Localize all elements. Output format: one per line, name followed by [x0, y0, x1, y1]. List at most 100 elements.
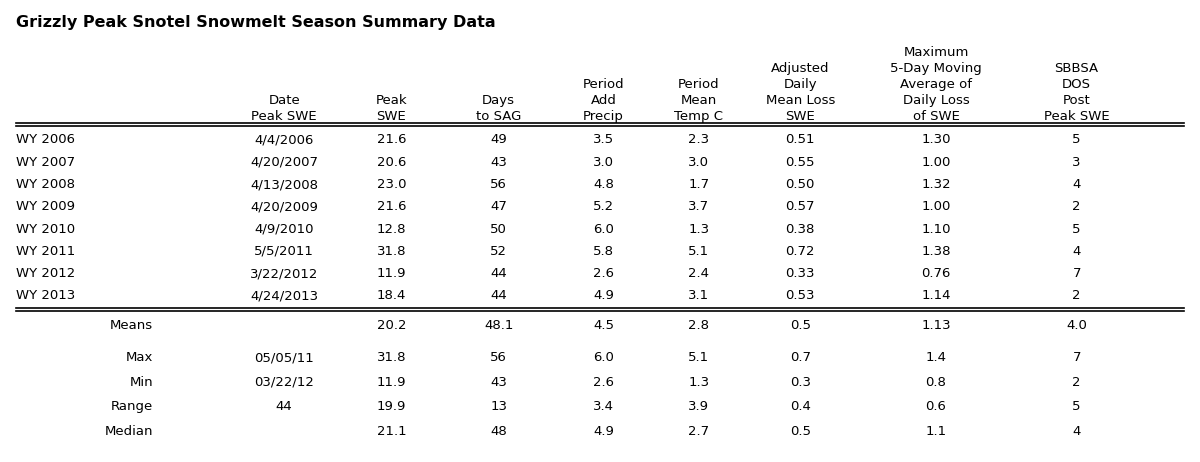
- Text: to SAG: to SAG: [476, 109, 521, 122]
- Text: Days: Days: [482, 94, 515, 107]
- Text: 5.2: 5.2: [593, 201, 614, 213]
- Text: 0.50: 0.50: [786, 178, 815, 191]
- Text: 3.9: 3.9: [689, 400, 709, 413]
- Text: WY 2006: WY 2006: [16, 134, 76, 146]
- Text: 1.13: 1.13: [922, 319, 950, 332]
- Text: 1.7: 1.7: [689, 178, 709, 191]
- Text: 3.4: 3.4: [593, 400, 614, 413]
- Text: 20.2: 20.2: [377, 319, 407, 332]
- Text: 4/24/2013: 4/24/2013: [250, 289, 318, 303]
- Text: 0.8: 0.8: [925, 376, 947, 389]
- Text: 11.9: 11.9: [377, 267, 407, 280]
- Text: 50: 50: [491, 223, 508, 236]
- Text: 2: 2: [1073, 289, 1081, 303]
- Text: 0.4: 0.4: [790, 400, 811, 413]
- Text: Mean Loss: Mean Loss: [766, 94, 835, 107]
- Text: 21.6: 21.6: [377, 134, 407, 146]
- Text: Peak: Peak: [376, 94, 407, 107]
- Text: 1.30: 1.30: [922, 134, 950, 146]
- Text: 0.3: 0.3: [790, 376, 811, 389]
- Text: 13: 13: [491, 400, 508, 413]
- Text: WY 2007: WY 2007: [16, 156, 76, 169]
- Text: 2.7: 2.7: [689, 425, 709, 438]
- Text: 12.8: 12.8: [377, 223, 407, 236]
- Text: 5/5/2011: 5/5/2011: [254, 245, 314, 258]
- Text: 1.10: 1.10: [922, 223, 950, 236]
- Text: 44: 44: [276, 400, 293, 413]
- Text: of SWE: of SWE: [913, 109, 960, 122]
- Text: SBBSA: SBBSA: [1055, 62, 1099, 75]
- Text: 4.9: 4.9: [593, 425, 614, 438]
- Text: 2: 2: [1073, 376, 1081, 389]
- Text: 1.14: 1.14: [922, 289, 950, 303]
- Text: 0.72: 0.72: [786, 245, 815, 258]
- Text: 1.4: 1.4: [925, 352, 947, 365]
- Text: 5: 5: [1073, 134, 1081, 146]
- Text: Daily: Daily: [784, 78, 817, 91]
- Text: Period: Period: [678, 78, 720, 91]
- Text: Grizzly Peak Snotel Snowmelt Season Summary Data: Grizzly Peak Snotel Snowmelt Season Summ…: [16, 15, 496, 30]
- Text: 3/22/2012: 3/22/2012: [250, 267, 318, 280]
- Text: WY 2011: WY 2011: [16, 245, 76, 258]
- Text: 0.51: 0.51: [786, 134, 815, 146]
- Text: 05/05/11: 05/05/11: [254, 352, 314, 365]
- Text: Daily Loss: Daily Loss: [902, 94, 970, 107]
- Text: 56: 56: [491, 352, 508, 365]
- Text: WY 2009: WY 2009: [16, 201, 76, 213]
- Text: 5.8: 5.8: [593, 245, 614, 258]
- Text: 4/20/2007: 4/20/2007: [251, 156, 318, 169]
- Text: 0.53: 0.53: [786, 289, 815, 303]
- Text: 6.0: 6.0: [593, 352, 614, 365]
- Text: 0.38: 0.38: [786, 223, 815, 236]
- Text: Mean: Mean: [680, 94, 718, 107]
- Text: Means: Means: [110, 319, 154, 332]
- Text: 43: 43: [491, 376, 508, 389]
- Text: 56: 56: [491, 178, 508, 191]
- Text: 2.6: 2.6: [593, 267, 614, 280]
- Text: 0.7: 0.7: [790, 352, 811, 365]
- Text: 1.3: 1.3: [689, 376, 709, 389]
- Text: Adjusted: Adjusted: [770, 62, 829, 75]
- Text: Max: Max: [126, 352, 154, 365]
- Text: 3.0: 3.0: [593, 156, 614, 169]
- Text: 21.6: 21.6: [377, 201, 407, 213]
- Text: 1.38: 1.38: [922, 245, 950, 258]
- Text: 44: 44: [491, 289, 508, 303]
- Text: 5: 5: [1073, 223, 1081, 236]
- Text: 43: 43: [491, 156, 508, 169]
- Text: 44: 44: [491, 267, 508, 280]
- Text: WY 2010: WY 2010: [16, 223, 76, 236]
- Text: WY 2008: WY 2008: [16, 178, 76, 191]
- Text: Date: Date: [269, 94, 300, 107]
- Text: 0.55: 0.55: [786, 156, 815, 169]
- Text: 0.5: 0.5: [790, 319, 811, 332]
- Text: 31.8: 31.8: [377, 352, 407, 365]
- Text: SWE: SWE: [377, 109, 407, 122]
- Text: 20.6: 20.6: [377, 156, 406, 169]
- Text: DOS: DOS: [1062, 78, 1091, 91]
- Text: 4.5: 4.5: [593, 319, 614, 332]
- Text: Range: Range: [110, 400, 154, 413]
- Text: Period: Period: [583, 78, 624, 91]
- Text: Min: Min: [130, 376, 154, 389]
- Text: 5-Day Moving: 5-Day Moving: [890, 62, 982, 75]
- Text: 48.1: 48.1: [484, 319, 514, 332]
- Text: 0.5: 0.5: [790, 425, 811, 438]
- Text: 4.9: 4.9: [593, 289, 614, 303]
- Text: 7: 7: [1073, 267, 1081, 280]
- Text: 1.1: 1.1: [925, 425, 947, 438]
- Text: 2.8: 2.8: [689, 319, 709, 332]
- Text: 4.8: 4.8: [593, 178, 614, 191]
- Text: 2.4: 2.4: [689, 267, 709, 280]
- Text: 3.1: 3.1: [689, 289, 709, 303]
- Text: 4/20/2009: 4/20/2009: [251, 201, 318, 213]
- Text: SWE: SWE: [785, 109, 815, 122]
- Text: 0.76: 0.76: [922, 267, 950, 280]
- Text: 5.1: 5.1: [689, 245, 709, 258]
- Text: 31.8: 31.8: [377, 245, 407, 258]
- Text: Post: Post: [1063, 94, 1091, 107]
- Text: 3.0: 3.0: [689, 156, 709, 169]
- Text: 0.57: 0.57: [786, 201, 815, 213]
- Text: 52: 52: [491, 245, 508, 258]
- Text: 5.1: 5.1: [689, 352, 709, 365]
